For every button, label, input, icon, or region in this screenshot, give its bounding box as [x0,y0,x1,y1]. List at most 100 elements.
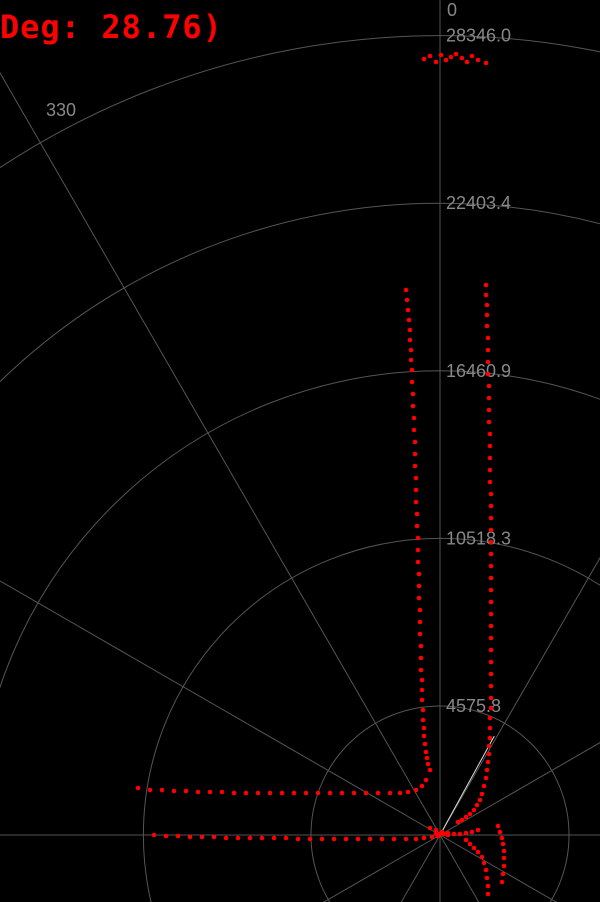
lidar-point [449,55,454,60]
lidar-point [414,837,419,842]
lidar-point [488,716,493,721]
lidar-point [284,836,289,841]
lidar-point [484,776,489,781]
lidar-point [316,791,321,796]
lidar-point [488,456,493,461]
lidar-point [489,552,494,557]
lidar-point [409,348,414,353]
lidar-point [500,880,505,885]
lidar-point [224,836,229,841]
lidar-point [486,892,491,897]
lidar-point [320,837,325,842]
lidar-point [452,832,457,837]
lidar-point [414,488,419,493]
lidar-point [344,837,349,842]
lidar-point [352,791,357,796]
angle-label: 0 [447,0,457,20]
lidar-point [417,584,422,589]
lidar-point [388,791,393,796]
lidar-point [412,416,417,421]
lidar-point [280,791,285,796]
lidar-point [208,790,213,795]
lidar-point [425,756,430,761]
lidar-point [176,834,181,839]
lidar-point [419,668,424,673]
lidar-point [476,828,481,833]
lidar-point [406,308,411,313]
lidar-point [356,837,361,842]
lidar-point [420,698,425,703]
lidar-point [486,372,491,377]
polar-lidar-chart: 4575.810518.316460.922403.428346.00330 [0,0,600,902]
lidar-point [489,588,494,593]
lidar-point [489,576,494,581]
chart-background [0,0,600,902]
lidar-point [486,360,491,365]
lidar-point [489,540,494,545]
lidar-point [464,815,469,820]
lidar-point [424,750,429,755]
ring-label: 10518.3 [446,528,511,548]
lidar-point [480,792,485,797]
lidar-point [489,612,494,617]
lidar-point [501,842,506,847]
lidar-point [489,600,494,605]
lidar-point [464,831,469,836]
lidar-point [485,876,490,881]
lidar-point [220,790,225,795]
lidar-point [413,440,418,445]
lidar-point [464,838,469,843]
lidar-point [392,837,397,842]
heading-readout: Deg: 28.76) [0,8,223,46]
lidar-point [200,835,205,840]
lidar-point [489,706,494,711]
lidar-point [454,52,459,57]
lidar-point [489,624,494,629]
lidar-point [422,836,427,841]
lidar-point [488,444,493,449]
lidar-point [446,833,451,838]
lidar-point [489,504,494,509]
lidar-point [472,846,477,851]
lidar-point [411,392,416,397]
lidar-point [478,798,483,803]
lidar-point [413,452,418,457]
lidar-point [415,524,420,529]
lidar-point [486,348,491,353]
lidar-point [434,828,439,833]
lidar-point [416,536,421,541]
lidar-point [418,620,423,625]
lidar-point [444,58,449,63]
lidar-point [484,283,489,288]
lidar-point [404,837,409,842]
lidar-point [465,60,470,65]
lidar-point [244,791,249,796]
ring-label: 22403.4 [446,193,511,213]
lidar-point [136,786,141,791]
lidar-point [414,788,419,793]
lidar-point [502,849,507,854]
lidar-point [376,791,381,796]
lidar-point [489,672,494,677]
lidar-point [434,832,439,837]
lidar-point [212,835,217,840]
lidar-point [364,791,369,796]
lidar-point [489,528,494,533]
lidar-point [340,791,345,796]
ring-label: 16460.9 [446,361,511,381]
lidar-point [489,648,494,653]
lidar-point [482,861,487,866]
lidar-point [414,476,419,481]
lidar-point [409,358,414,363]
lidar-point [456,820,461,825]
lidar-point [488,480,493,485]
lidar-point [422,726,427,731]
lidar-point [498,830,503,835]
lidar-point [272,836,277,841]
lidar-point [268,791,273,796]
lidar-point [488,432,493,437]
lidar-point [416,560,421,565]
lidar-point [488,726,493,731]
lidar-point [304,791,309,796]
lidar-point [417,596,422,601]
